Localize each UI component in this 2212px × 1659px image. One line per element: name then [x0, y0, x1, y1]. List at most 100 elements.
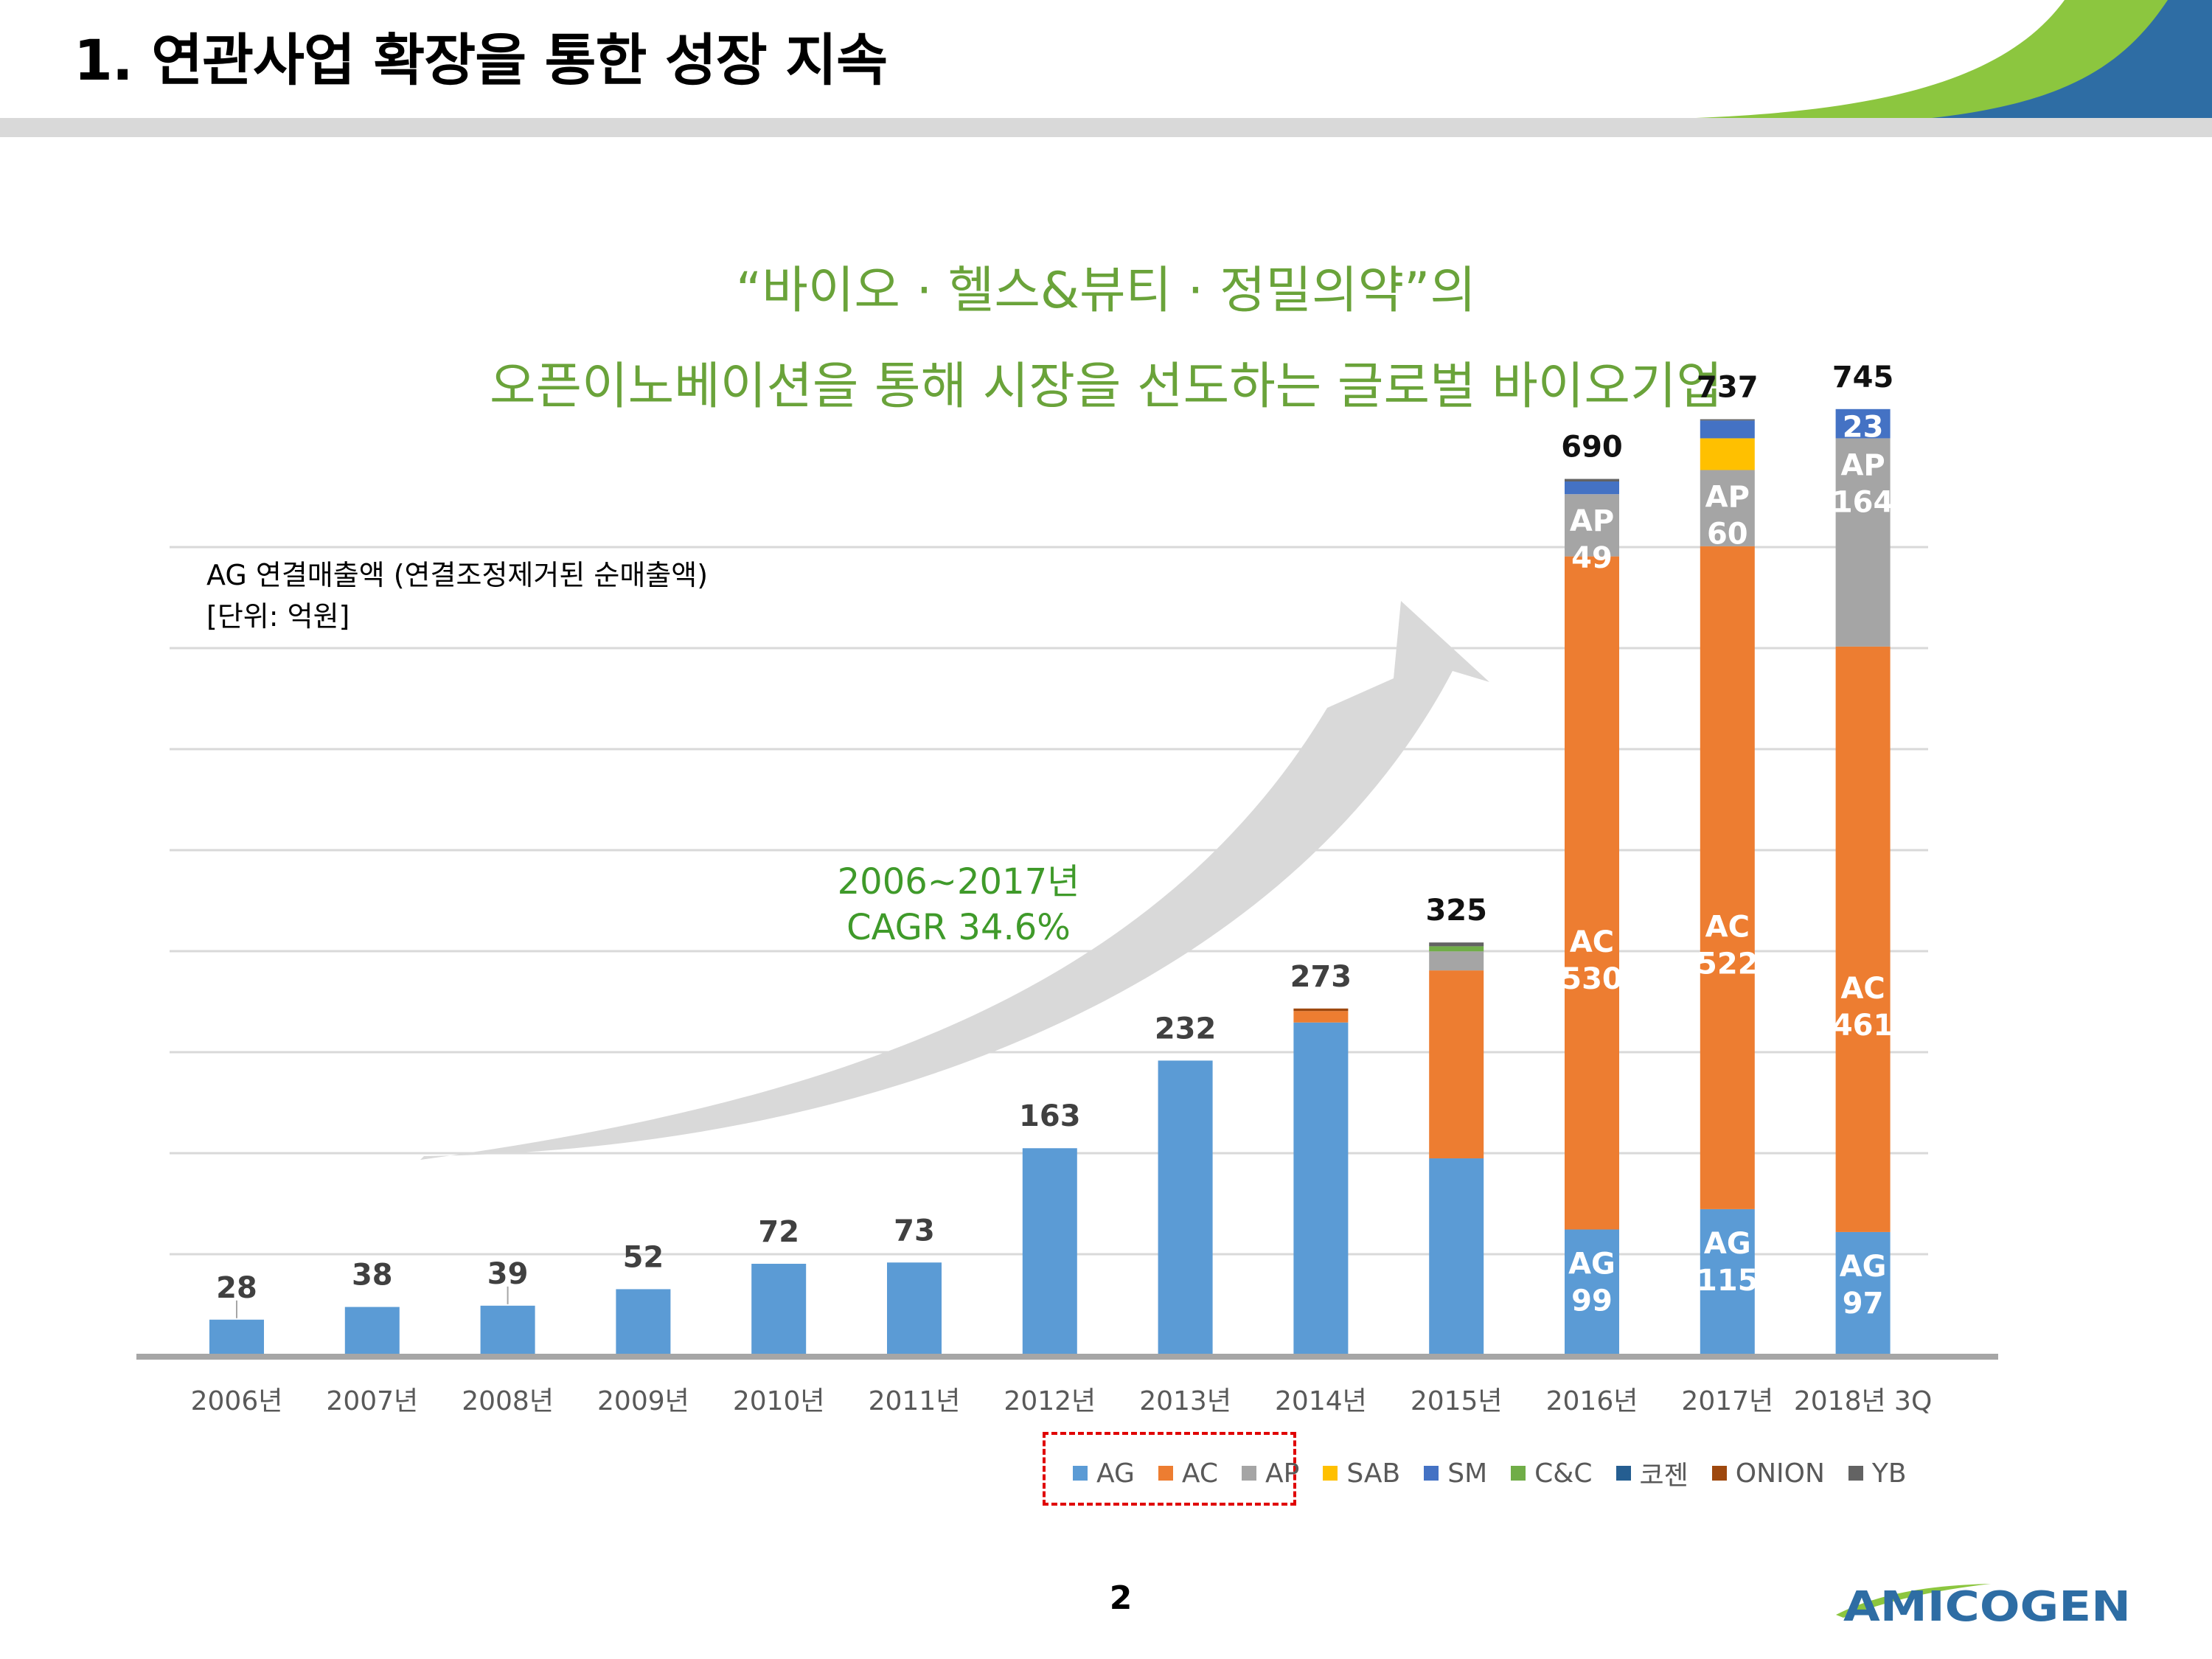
x-tick-label: 2016년 — [1546, 1386, 1638, 1416]
segment-label: AP — [1570, 504, 1614, 538]
x-tick-label: 2006년 — [191, 1386, 283, 1416]
x-tick-label: 2017년 — [1681, 1386, 1773, 1416]
growth-arrow — [420, 601, 1489, 1160]
bar-segment — [616, 1289, 671, 1355]
chart-bars — [209, 408, 1891, 1355]
bar-segment — [1565, 556, 1619, 1230]
total-label: 273 — [1290, 960, 1352, 994]
slide-title: 1. 연관사업 확장을 통한 성장 지속 — [74, 27, 888, 93]
legend-item: AP — [1242, 1458, 1299, 1489]
segment-label: 461 — [1832, 1009, 1894, 1043]
chart-note-title: AG 연결매출액 (연결조정제거된 순매출액) — [206, 559, 709, 591]
segment-label: 97 — [1843, 1287, 1884, 1321]
bar-segment — [1565, 1229, 1619, 1355]
bar-segment — [344, 1307, 400, 1355]
legend-label: ONION — [1735, 1458, 1825, 1489]
legend-swatch — [1158, 1466, 1173, 1481]
chart-legend: AG AC AP SAB SM C&C 코젠 ONION YB — [1073, 1454, 1907, 1492]
legend-label: AC — [1181, 1458, 1219, 1489]
bar-segment — [209, 1319, 264, 1355]
svg-text:AMICOGEN: AMICOGEN — [1843, 1583, 2131, 1630]
segment-label: AC — [1840, 972, 1885, 1006]
total-label: 38 — [352, 1259, 393, 1293]
legend-swatch — [1511, 1466, 1526, 1481]
legend-label: SM — [1447, 1458, 1488, 1489]
legend-label: SAB — [1346, 1458, 1401, 1489]
bar-segment — [1835, 438, 1891, 647]
legend-label: 코젠 — [1639, 1461, 1688, 1491]
legend-label: AP — [1265, 1458, 1300, 1489]
segment-label: 115 — [1697, 1264, 1759, 1298]
bar-segment — [1835, 646, 1891, 1232]
bar-segment — [887, 1262, 942, 1355]
headline-line-2: 오픈이노베이션을 통해 시장을 선도하는 글로벌 바이오기업 — [489, 358, 1723, 416]
total-label: 52 — [623, 1240, 664, 1274]
segment-label: AG — [1568, 1247, 1615, 1281]
x-tick-label: 2012년 — [1004, 1386, 1096, 1416]
total-label: 28 — [216, 1271, 257, 1305]
total-label: 39 — [487, 1257, 529, 1291]
x-tick-label: 2015년 — [1411, 1386, 1503, 1416]
legend-swatch — [1424, 1466, 1439, 1481]
legend-swatch — [1711, 1466, 1727, 1481]
segment-label: AG — [1704, 1227, 1751, 1261]
x-axis-tick-labels: 2006년 2007년 2008년 2009년 2010년 2011년 2012년 2013년… — [191, 1386, 1933, 1416]
legend-item: SAB — [1323, 1458, 1400, 1489]
bar-segment — [1429, 1158, 1484, 1355]
legend-swatch — [1323, 1466, 1338, 1481]
total-label: 163 — [1019, 1099, 1081, 1133]
bar-segment — [1293, 1008, 1349, 1012]
total-label: 745 — [1832, 361, 1894, 394]
total-label: 737 — [1697, 371, 1759, 405]
x-tick-label: 2009년 — [597, 1386, 689, 1416]
chart-note: AG 연결매출액 (연결조정제거된 순매출액) [단위: 억원] — [206, 554, 708, 637]
legend-item: 코젠 — [1615, 1454, 1688, 1492]
total-label: 325 — [1425, 894, 1487, 928]
bar-segment — [1835, 408, 1891, 439]
cagr-period: 2006~2017년 — [837, 861, 1080, 902]
segment-label: 99 — [1571, 1284, 1613, 1318]
bar-segment — [1429, 942, 1484, 947]
headline: “바이오 · 헬스&뷰티 · 정밀의약”의 오픈이노베이션을 통해 시장을 선도… — [0, 243, 2212, 435]
bar-segment — [1429, 946, 1484, 952]
legend-highlight-box — [1043, 1432, 1296, 1506]
bar-segment — [1700, 470, 1755, 546]
legend-item: ONION — [1711, 1458, 1825, 1489]
x-tick-label: 2007년 — [326, 1386, 418, 1416]
segment-label: AP — [1705, 480, 1750, 514]
x-tick-label: 2011년 — [869, 1386, 961, 1416]
bar-segment — [1565, 479, 1619, 481]
segment-label: 23 — [1843, 410, 1884, 444]
segment-label: AP — [1840, 448, 1885, 482]
segment-label: 60 — [1707, 517, 1748, 551]
x-tick-label: 2010년 — [733, 1386, 825, 1416]
bar-segment — [1293, 1011, 1349, 1023]
legend-swatch — [1615, 1466, 1631, 1481]
bar-segment — [480, 1305, 535, 1355]
segment-label: 530 — [1561, 962, 1623, 996]
total-label: 232 — [1155, 1012, 1217, 1046]
total-label: 73 — [894, 1214, 935, 1248]
bar-segment — [1022, 1148, 1077, 1355]
segment-label: 49 — [1571, 541, 1613, 575]
bar-segment — [1158, 1060, 1213, 1355]
legend-label: C&C — [1534, 1458, 1593, 1489]
bar-segment — [751, 1263, 807, 1355]
chart-note-unit: [단위: 억원] — [206, 600, 350, 633]
bar-segment — [1700, 420, 1755, 439]
x-tick-label: 2014년 — [1275, 1386, 1367, 1416]
total-label: 72 — [758, 1215, 799, 1249]
legend-item: AG — [1073, 1458, 1135, 1489]
bar-segment — [1565, 494, 1619, 557]
amicogen-logo: AMICOGEN — [1836, 1583, 2131, 1630]
bar-segment — [1835, 1231, 1891, 1355]
segment-label: 522 — [1697, 947, 1759, 981]
bar-segment — [1429, 970, 1484, 1159]
segment-label: AC — [1705, 910, 1750, 944]
legend-item: C&C — [1511, 1458, 1593, 1489]
segment-label: AC — [1570, 925, 1614, 959]
bar-segment — [1293, 1022, 1349, 1355]
x-tick-label: 2018년 3Q — [1794, 1386, 1932, 1416]
